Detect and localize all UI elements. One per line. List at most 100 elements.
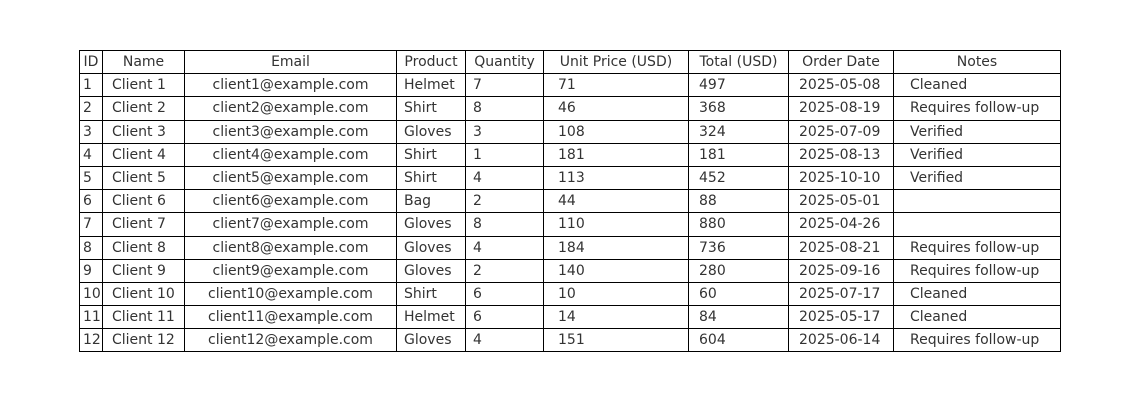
table-cell-total-usd: 324 xyxy=(688,119,789,144)
table-cell-product: Shirt xyxy=(396,281,466,307)
table-cell-order-date: 2025-08-13 xyxy=(788,142,894,167)
table-cell-order-date: 2025-09-16 xyxy=(788,258,894,283)
table-cell-email: client2@example.com xyxy=(184,96,397,121)
table-cell-name: Client 11 xyxy=(102,305,185,330)
table-cell-id: 7 xyxy=(79,212,103,237)
table-cell-email: client7@example.com xyxy=(184,212,397,237)
table-cell-product: Bag xyxy=(396,189,466,214)
column-header: Notes xyxy=(893,49,1061,75)
table-cell-order-date: 2025-05-01 xyxy=(788,189,894,214)
table-cell-email: client10@example.com xyxy=(184,281,397,307)
table-cell-product: Helmet xyxy=(396,73,466,98)
column-header: Email xyxy=(184,49,397,75)
column-header: ID xyxy=(79,49,103,75)
column-header: Name xyxy=(102,49,185,75)
table-cell-order-date: 2025-07-09 xyxy=(788,119,894,144)
table-cell-name: Client 12 xyxy=(102,328,185,353)
table-cell-product: Shirt xyxy=(396,142,466,167)
table-cell-id: 2 xyxy=(79,96,103,121)
table-cell-notes: Verified xyxy=(893,165,1061,191)
table-cell-quantity: 8 xyxy=(465,96,544,121)
table-cell-quantity: 8 xyxy=(465,212,544,237)
column-header: Product xyxy=(396,49,466,75)
table-cell-name: Client 1 xyxy=(102,73,185,98)
table-cell-unit-price-usd: 10 xyxy=(543,281,689,307)
table-cell-order-date: 2025-05-17 xyxy=(788,305,894,330)
table-cell-unit-price-usd: 44 xyxy=(543,189,689,214)
table-row: 8 Client 8 client8@example.com Gloves 4 184 73… xyxy=(79,235,1061,260)
table-cell-order-date: 2025-08-19 xyxy=(788,96,894,121)
table-cell-notes: Requires follow-up xyxy=(893,235,1061,260)
table-cell-quantity: 3 xyxy=(465,119,544,144)
table-cell-notes: Requires follow-up xyxy=(893,96,1061,121)
table-cell-id: 6 xyxy=(79,189,103,214)
table-cell-unit-price-usd: 46 xyxy=(543,96,689,121)
table-cell-quantity: 2 xyxy=(465,258,544,283)
table-cell-email: client6@example.com xyxy=(184,189,397,214)
table-cell-id: 4 xyxy=(79,142,103,167)
header-row: ID Name Email Product Quantity Unit Price (US… xyxy=(79,49,1061,75)
table-cell-total-usd: 452 xyxy=(688,165,789,191)
table-cell-name: Client 2 xyxy=(102,96,185,121)
table-cell-id: 1 xyxy=(79,73,103,98)
table-row: 3 Client 3 client3@example.com Gloves 3 108 32… xyxy=(79,119,1061,144)
table-cell-name: Client 8 xyxy=(102,235,185,260)
table-cell-quantity: 4 xyxy=(465,328,544,353)
table-cell-order-date: 2025-07-17 xyxy=(788,281,894,307)
table-cell-unit-price-usd: 151 xyxy=(543,328,689,353)
table-row: 1 Client 1 client1@example.com Helmet 7 71 497… xyxy=(79,73,1061,98)
table-cell-id: 11 xyxy=(79,305,103,330)
table-cell-name: Client 10 xyxy=(102,281,185,307)
table-cell-name: Client 4 xyxy=(102,142,185,167)
table-cell-unit-price-usd: 110 xyxy=(543,212,689,237)
table-cell-total-usd: 880 xyxy=(688,212,789,237)
table-cell-unit-price-usd: 71 xyxy=(543,73,689,98)
table-cell-unit-price-usd: 181 xyxy=(543,142,689,167)
table-cell-total-usd: 88 xyxy=(688,189,789,214)
column-header: Order Date xyxy=(788,49,894,75)
column-header: Quantity xyxy=(465,49,544,75)
table-cell-product: Gloves xyxy=(396,328,466,353)
table-cell-id: 8 xyxy=(79,235,103,260)
table-row: 11 Client 11 client11@example.com Helmet 6 14… xyxy=(79,305,1061,330)
table-cell-email: client1@example.com xyxy=(184,73,397,98)
table-cell-quantity: 6 xyxy=(465,305,544,330)
table-cell-name: Client 5 xyxy=(102,165,185,191)
table-cell-total-usd: 736 xyxy=(688,235,789,260)
table-cell-notes: Cleaned xyxy=(893,73,1061,98)
table-cell-id: 3 xyxy=(79,119,103,144)
table-cell-total-usd: 497 xyxy=(688,73,789,98)
table-cell-id: 12 xyxy=(79,328,103,353)
table-cell-unit-price-usd: 14 xyxy=(543,305,689,330)
table-cell-unit-price-usd: 113 xyxy=(543,165,689,191)
table-cell-id: 5 xyxy=(79,165,103,191)
table-cell-order-date: 2025-05-08 xyxy=(788,73,894,98)
table-cell-id: 10 xyxy=(79,281,103,307)
table-cell-quantity: 4 xyxy=(465,235,544,260)
table-cell-total-usd: 604 xyxy=(688,328,789,353)
table-row: 6 Client 6 client6@example.com Bag 2 44 88 2025… xyxy=(79,189,1061,214)
table-cell-name: Client 9 xyxy=(102,258,185,283)
table-cell-product: Gloves xyxy=(396,119,466,144)
table-cell-product: Gloves xyxy=(396,235,466,260)
table-cell-quantity: 6 xyxy=(465,281,544,307)
table-cell-quantity: 1 xyxy=(465,142,544,167)
table-cell-name: Client 7 xyxy=(102,212,185,237)
table-cell-email: client5@example.com xyxy=(184,165,397,191)
table-cell-notes: Requires follow-up xyxy=(893,258,1061,283)
table-row: 12 Client 12 client12@example.com Gloves 4 15… xyxy=(79,328,1061,353)
table-row: 4 Client 4 client4@example.com Shirt 1 181 181… xyxy=(79,142,1061,167)
table-cell-notes: Cleaned xyxy=(893,305,1061,330)
table-cell-id: 9 xyxy=(79,258,103,283)
table-cell-email: client3@example.com xyxy=(184,119,397,144)
table-cell-total-usd: 84 xyxy=(688,305,789,330)
table-cell-product: Shirt xyxy=(396,165,466,191)
table-cell-quantity: 4 xyxy=(465,165,544,191)
table-cell-total-usd: 280 xyxy=(688,258,789,283)
table-cell-email: client12@example.com xyxy=(184,328,397,353)
column-header: Unit Price (USD) xyxy=(543,49,689,75)
table-cell-email: client8@example.com xyxy=(184,235,397,260)
column-header: Total (USD) xyxy=(688,49,789,75)
table-row: 7 Client 7 client7@example.com Gloves 8 110 88… xyxy=(79,212,1061,237)
table-row: 5 Client 5 client5@example.com Shirt 4 113 452… xyxy=(79,165,1061,191)
